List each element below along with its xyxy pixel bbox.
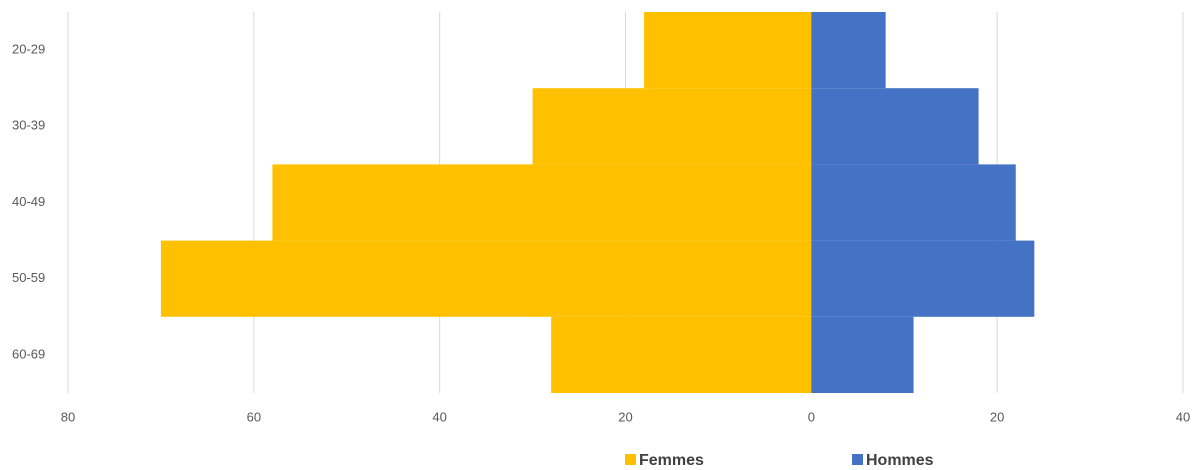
legend-label: Femmes: [639, 452, 704, 469]
legend: Femmes Hommes: [625, 452, 934, 469]
bar: [272, 164, 812, 241]
y-tick-label: 20-29: [12, 42, 45, 57]
legend-swatch: [625, 454, 636, 465]
legend-swatch: [852, 454, 863, 465]
legend-label: Hommes: [866, 452, 934, 469]
bar: [160, 240, 812, 317]
y-tick-label: 30-39: [12, 118, 45, 133]
bar: [532, 88, 812, 165]
x-tick-label: 20: [990, 409, 1004, 424]
x-tick-label: 60: [247, 409, 261, 424]
bar: [811, 316, 914, 393]
bar: [811, 88, 979, 165]
x-tick-label: 40: [1176, 409, 1190, 424]
x-tick-label: 0: [808, 409, 815, 424]
x-tick-label: 20: [618, 409, 632, 424]
bar: [644, 12, 812, 89]
bar: [811, 240, 1035, 317]
x-tick-label: 80: [61, 409, 75, 424]
y-tick-label: 60-69: [12, 346, 45, 361]
x-tick-label: 40: [432, 409, 446, 424]
y-tick-label: 50-59: [12, 270, 45, 285]
bar: [551, 316, 812, 393]
y-tick-label: 40-49: [12, 194, 45, 209]
bar: [811, 164, 1016, 241]
bar: [811, 12, 886, 89]
